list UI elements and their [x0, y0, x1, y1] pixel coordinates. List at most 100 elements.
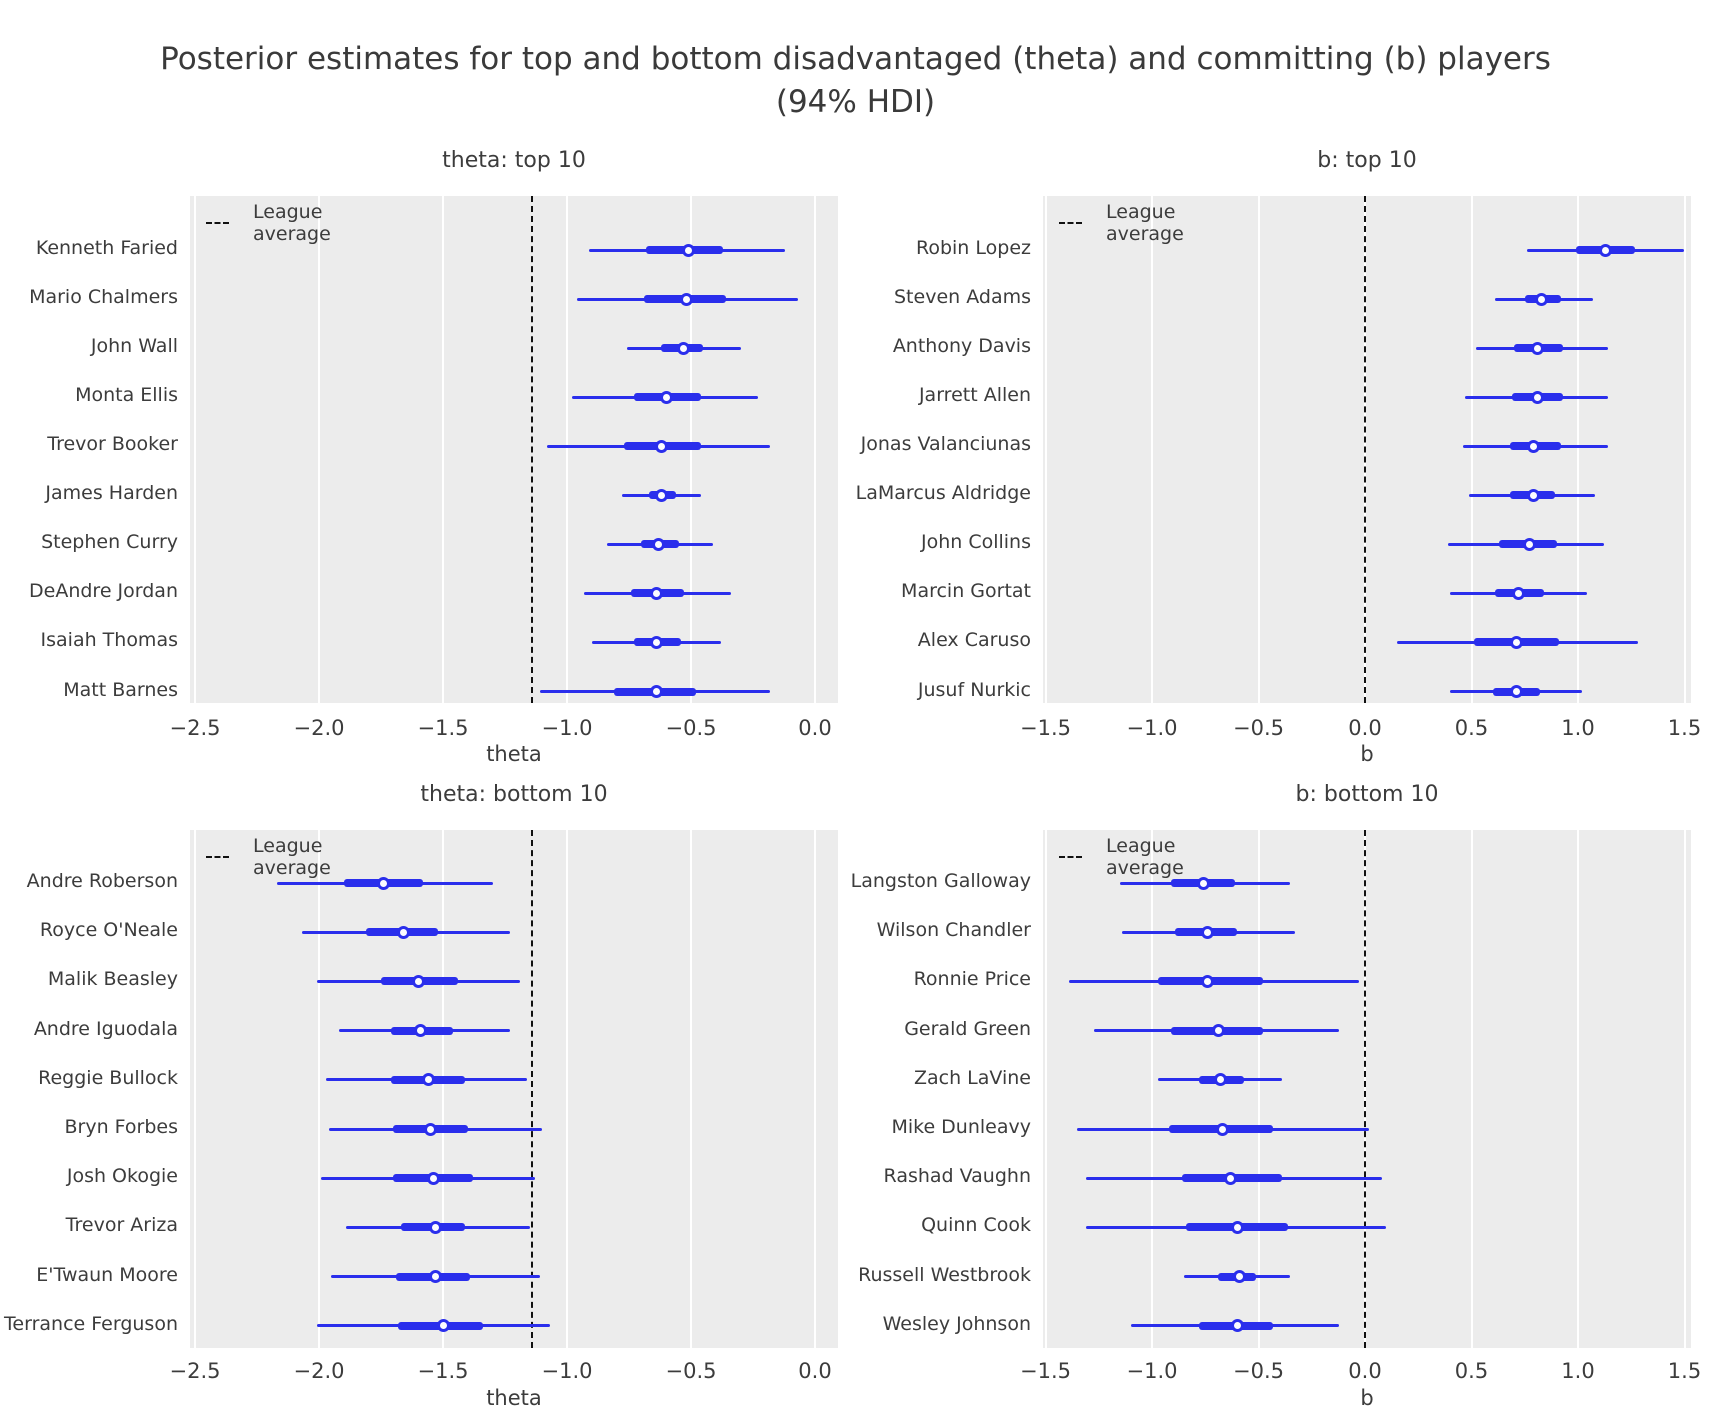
gridline: [442, 830, 444, 1348]
x-axis-label: theta: [486, 742, 542, 766]
player-label: John Wall: [90, 335, 178, 358]
figure-title: Posterior estimates for top and bottom d…: [0, 38, 1711, 124]
point-estimate-marker: [429, 1220, 443, 1234]
gridline: [1257, 830, 1260, 1348]
point-estimate-marker: [1200, 974, 1214, 988]
point-estimate-marker: [1213, 1073, 1227, 1087]
player-label: Zach LaVine: [913, 1066, 1031, 1089]
point-estimate-marker: [649, 685, 663, 699]
league-average-line: [1364, 830, 1366, 1348]
gridline: [1683, 196, 1686, 703]
point-estimate-marker: [1535, 292, 1549, 306]
gridline: [1151, 196, 1153, 703]
x-tick-label: −1.0: [1126, 1359, 1178, 1383]
player-label: Robin Lopez: [916, 237, 1031, 259]
player-label: Anthony Davis: [892, 335, 1031, 358]
gridline: [442, 196, 444, 703]
player-label: DeAndre Jordan: [29, 580, 178, 603]
panel-title: b: bottom 10: [1295, 782, 1439, 807]
league-average-line: [531, 196, 534, 703]
legend: League average: [206, 201, 346, 245]
league-average-legend-dash-icon: [206, 856, 230, 858]
point-estimate-marker: [411, 974, 425, 988]
gridline: [1044, 830, 1047, 1348]
point-estimate-marker: [682, 243, 696, 257]
gridline: [1044, 196, 1047, 703]
x-tick-label: −2.0: [293, 1359, 345, 1383]
point-estimate-marker: [1509, 635, 1523, 649]
player-label: Russell Westbrook: [858, 1263, 1031, 1286]
x-tick-label: 0.5: [1454, 1359, 1489, 1383]
x-tick-label: 1.5: [1667, 716, 1702, 740]
player-label: Jonas Valanciunas: [860, 433, 1031, 456]
plot-area: [190, 196, 838, 703]
point-estimate-marker: [421, 1073, 435, 1087]
player-label: Gerald Green: [904, 1017, 1031, 1040]
point-estimate-marker: [654, 488, 668, 502]
legend: League average: [206, 835, 346, 879]
plot-area: [190, 830, 838, 1348]
player-label: E'Twaun Moore: [36, 1263, 178, 1286]
legend-label: League average: [1106, 835, 1184, 879]
x-tick-label: −0.5: [1233, 1359, 1284, 1383]
player-label: Monta Ellis: [75, 384, 178, 407]
gridline: [1683, 830, 1686, 1348]
point-estimate-marker: [654, 439, 668, 453]
point-estimate-marker: [426, 1171, 440, 1185]
point-estimate-marker: [1230, 1220, 1244, 1234]
x-tick-label: −1.5: [417, 1359, 469, 1383]
x-tick-label: −1.5: [1020, 1359, 1071, 1383]
player-label: Reggie Bullock: [38, 1066, 178, 1089]
gridline: [566, 830, 568, 1348]
point-estimate-marker: [1511, 586, 1525, 600]
gridline: [566, 196, 568, 703]
player-label: Rashad Vaughn: [883, 1165, 1031, 1188]
point-estimate-marker: [396, 925, 410, 939]
gridline: [1470, 830, 1473, 1348]
x-tick-label: 1.0: [1561, 716, 1595, 740]
legend-label: League average: [1106, 201, 1184, 245]
point-estimate-marker: [429, 1270, 443, 1284]
point-estimate-marker: [679, 292, 693, 306]
player-label: Mike Dunleavy: [891, 1116, 1031, 1138]
x-tick-label: 1.0: [1561, 1359, 1595, 1383]
legend-label: League average: [253, 201, 331, 245]
player-label: Josh Okogie: [66, 1165, 178, 1188]
player-label: Isaiah Thomas: [40, 629, 178, 652]
gridline: [1470, 196, 1473, 703]
panel-title: theta: top 10: [442, 148, 586, 173]
x-tick-label: −1.5: [1020, 716, 1071, 740]
league-average-line: [1364, 196, 1366, 703]
player-label: Alex Caruso: [917, 629, 1031, 652]
player-label: Stephen Curry: [41, 531, 178, 554]
player-label: Bryn Forbes: [64, 1116, 178, 1138]
player-label: Steven Adams: [894, 286, 1031, 309]
point-estimate-marker: [1526, 439, 1540, 453]
x-tick-label: −2.0: [293, 716, 345, 740]
league-average-line: [531, 830, 534, 1348]
x-tick-label: 0.5: [1454, 716, 1489, 740]
gridline: [1151, 830, 1153, 1348]
gridline: [1577, 196, 1579, 703]
panel-title: b: top 10: [1317, 148, 1417, 173]
player-label: Andre Roberson: [26, 870, 178, 892]
league-average-legend-dash-icon: [1059, 856, 1083, 858]
league-average-legend-dash-icon: [1059, 222, 1083, 224]
player-label: Ronnie Price: [913, 968, 1031, 991]
player-label: James Harden: [45, 482, 178, 505]
point-estimate-marker: [1211, 1024, 1225, 1038]
point-estimate-marker: [1215, 1122, 1229, 1136]
point-estimate-marker: [1232, 1270, 1246, 1284]
player-label: Wilson Chandler: [876, 919, 1031, 942]
x-tick-label: −1.5: [417, 716, 469, 740]
point-estimate-marker: [1509, 685, 1523, 699]
figure-title-line2: (94% HDI): [775, 83, 936, 120]
point-estimate-marker: [1224, 1171, 1238, 1185]
plot-area: [1043, 196, 1691, 703]
x-tick-label: −0.5: [665, 1359, 717, 1383]
gridline: [194, 830, 196, 1348]
gridline: [194, 196, 196, 703]
gridline: [690, 830, 692, 1348]
point-estimate-marker: [1531, 390, 1545, 404]
